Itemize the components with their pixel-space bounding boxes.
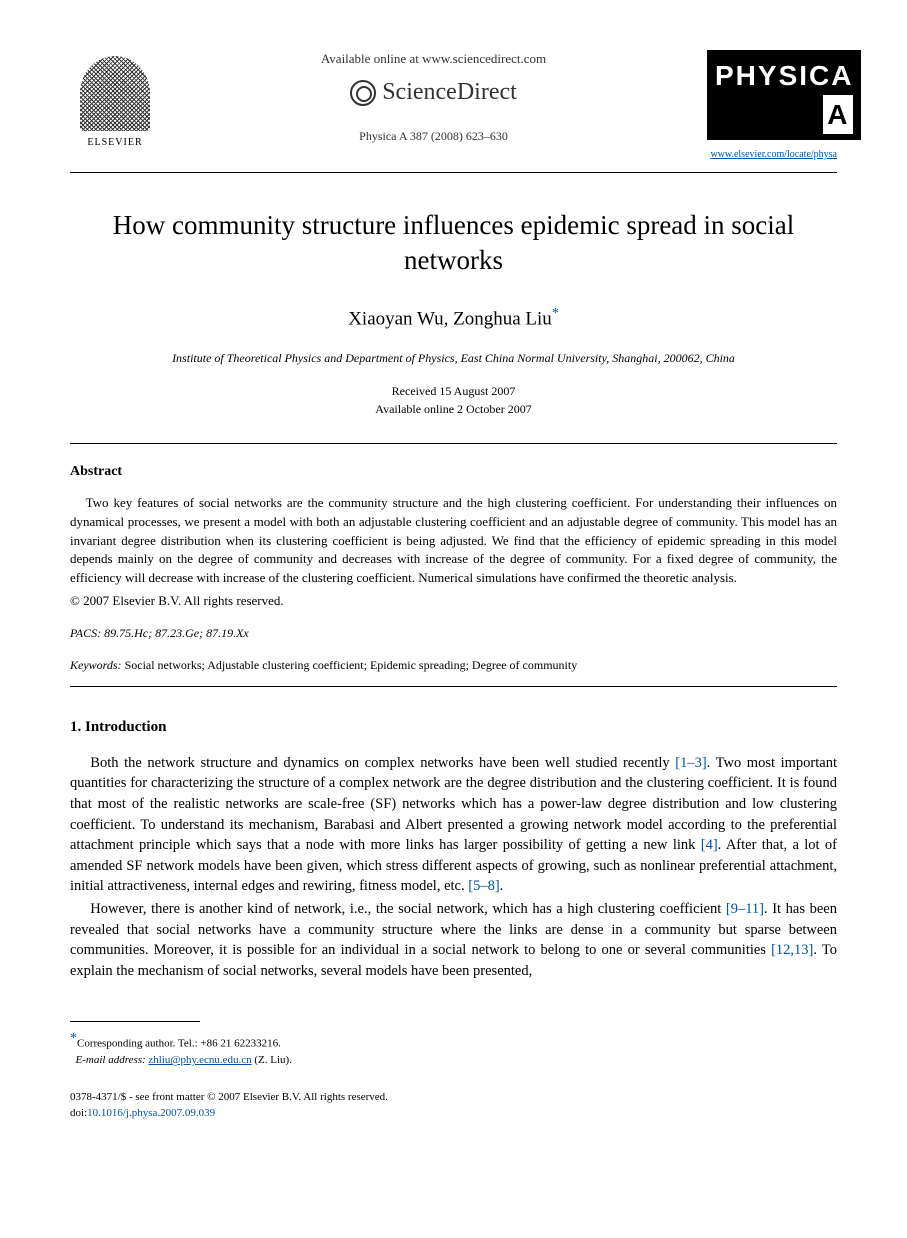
- bottom-info: 0378-4371/$ - see front matter © 2007 El…: [70, 1089, 837, 1122]
- email-address-link[interactable]: zhliu@phy.ecnu.edu.cn: [148, 1054, 251, 1066]
- elsevier-logo: ELSEVIER: [70, 50, 160, 150]
- abstract-heading: Abstract: [70, 462, 837, 482]
- corresponding-author-line: *Corresponding author. Tel.: +86 21 6223…: [70, 1028, 837, 1052]
- doi-line: doi:10.1016/j.physa.2007.09.039: [70, 1105, 837, 1122]
- abstract-bottom-rule: [70, 686, 837, 687]
- available-online-text: Available online at www.sciencedirect.co…: [180, 50, 687, 68]
- ref-link-4[interactable]: [4]: [701, 837, 718, 853]
- journal-url-link[interactable]: www.elsevier.com/locate/physa: [707, 148, 837, 162]
- doi-link[interactable]: 10.1016/j.physa.2007.09.039: [87, 1107, 215, 1119]
- pacs-codes: 89.75.Hc; 87.23.Ge; 87.19.Xx: [104, 626, 249, 640]
- footnote-block: *Corresponding author. Tel.: +86 21 6223…: [70, 1028, 837, 1069]
- ref-link-12-13[interactable]: [12,13]: [771, 942, 813, 958]
- abstract-top-rule: [70, 443, 837, 444]
- pacs-line: PACS: 89.75.Hc; 87.23.Ge; 87.19.Xx: [70, 625, 837, 642]
- corresponding-mark: *: [552, 306, 559, 321]
- author-names: Xiaoyan Wu, Zonghua Liu: [348, 308, 552, 329]
- affiliation: Institute of Theoretical Physics and Dep…: [70, 350, 837, 367]
- article-title: How community structure influences epide…: [70, 208, 837, 278]
- intro-paragraph-1: Both the network structure and dynamics …: [70, 753, 837, 897]
- ref-link-5-8[interactable]: [5–8]: [468, 878, 499, 894]
- publisher-name: ELSEVIER: [87, 136, 142, 150]
- journal-reference: Physica A 387 (2008) 623–630: [180, 128, 687, 145]
- p2-text-a: However, there is another kind of networ…: [90, 901, 726, 917]
- received-date: Received 15 August 2007: [70, 382, 837, 400]
- email-line: E-mail address: zhliu@phy.ecnu.edu.cn (Z…: [70, 1052, 837, 1069]
- copyright-text: © 2007 Elsevier B.V. All rights reserved…: [70, 592, 837, 610]
- physica-letter: A: [823, 95, 853, 134]
- header-rule: [70, 172, 837, 173]
- authors: Xiaoyan Wu, Zonghua Liu*: [70, 304, 837, 333]
- p1-text-a: Both the network structure and dynamics …: [90, 755, 675, 771]
- issn-line: 0378-4371/$ - see front matter © 2007 El…: [70, 1089, 837, 1106]
- abstract-text: Two key features of social networks are …: [70, 494, 837, 588]
- footnote-asterisk: *: [70, 1031, 77, 1046]
- email-suffix: (Z. Liu).: [254, 1054, 292, 1066]
- keywords-text: Social networks; Adjustable clustering c…: [125, 658, 578, 672]
- doi-label: doi:: [70, 1107, 87, 1119]
- physica-logo: PHYSICA A: [707, 50, 861, 140]
- footnote-rule: [70, 1021, 200, 1022]
- ref-link-9-11[interactable]: [9–11]: [726, 901, 764, 917]
- pacs-label: PACS:: [70, 626, 101, 640]
- journal-logo-block: PHYSICAA www.elsevier.com/locate/physa: [707, 50, 837, 162]
- article-dates: Received 15 August 2007 Available online…: [70, 382, 837, 418]
- keywords-line: Keywords: Social networks; Adjustable cl…: [70, 657, 837, 674]
- physica-text: PHYSICA: [715, 60, 853, 91]
- sciencedirect-brand: ScienceDirect: [180, 76, 687, 110]
- sciencedirect-icon: [350, 80, 376, 106]
- intro-paragraph-2: However, there is another kind of networ…: [70, 899, 837, 981]
- email-label: E-mail address:: [76, 1054, 146, 1066]
- section-1-heading: 1. Introduction: [70, 717, 837, 738]
- sciencedirect-text: ScienceDirect: [382, 76, 517, 110]
- p1-text-d: .: [500, 878, 504, 894]
- keywords-label: Keywords:: [70, 658, 122, 672]
- corr-author-text: Corresponding author. Tel.: +86 21 62233…: [77, 1038, 281, 1050]
- ref-link-1-3[interactable]: [1–3]: [675, 755, 706, 771]
- online-date: Available online 2 October 2007: [70, 400, 837, 418]
- center-header: Available online at www.sciencedirect.co…: [160, 50, 707, 145]
- elsevier-tree-icon: [80, 56, 150, 131]
- header-row: ELSEVIER Available online at www.science…: [70, 50, 837, 162]
